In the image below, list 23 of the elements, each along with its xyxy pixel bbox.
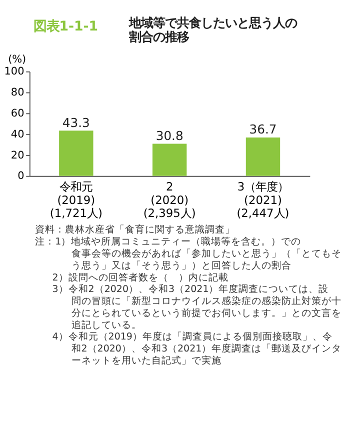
bar xyxy=(246,138,280,176)
chart-subtitle: 図表1-1-1 xyxy=(33,20,98,35)
data-label: 36.7 xyxy=(249,122,277,137)
y-tick-label: 80 xyxy=(10,86,24,99)
y-tick-label: 20 xyxy=(10,149,24,162)
y-axis-title: (%) xyxy=(8,53,26,66)
y-tick-label: 0 xyxy=(18,170,24,182)
bar xyxy=(152,144,187,176)
text: 資料：農林水産省「食育に関する意識調査」 xyxy=(35,224,236,236)
x-tick-label: 3（年度） (2021) (2,447人) xyxy=(236,180,290,220)
x-tick-label: 令和元 (2019) (1,721人) xyxy=(50,180,102,220)
text: 2）設問への回答者数を（ ）内に記載 xyxy=(52,271,228,284)
y-tick-label: 100 xyxy=(4,66,24,78)
chart-title: 地域等で共食したいと思う人の割合の推移 xyxy=(128,16,298,44)
bar xyxy=(59,130,94,176)
x-tick-label: 2 (2020) (2,395人) xyxy=(143,180,196,220)
text: 4）令和元（2019）年度は「調査員による個別面接聴取」、令和2（2020）、令和3（2021）年度調査は「郵送及びインターネットを用いた自記式」で実施 xyxy=(52,330,342,367)
y-tick-label: 60 xyxy=(10,108,24,120)
text: 3）令和2（2020）、令和3（2021）年度調査については、設問の冒頭に「新型コロナウイルス感染症の感染防止対策が十分にとられているという前提でお伺いします。」との文言を追記している。 xyxy=(52,283,342,331)
text: 注：1）地域や所属コミュニティー（職場等を含む。）での食事会等の機会があれば「参加したいと思う」（「とてもそう思う」又は「そう思う」）と回答した人の割合 xyxy=(35,236,342,272)
data-label: 30.8 xyxy=(156,128,184,143)
y-tick-label: 40 xyxy=(10,128,24,140)
data-label: 43.3 xyxy=(62,116,90,130)
